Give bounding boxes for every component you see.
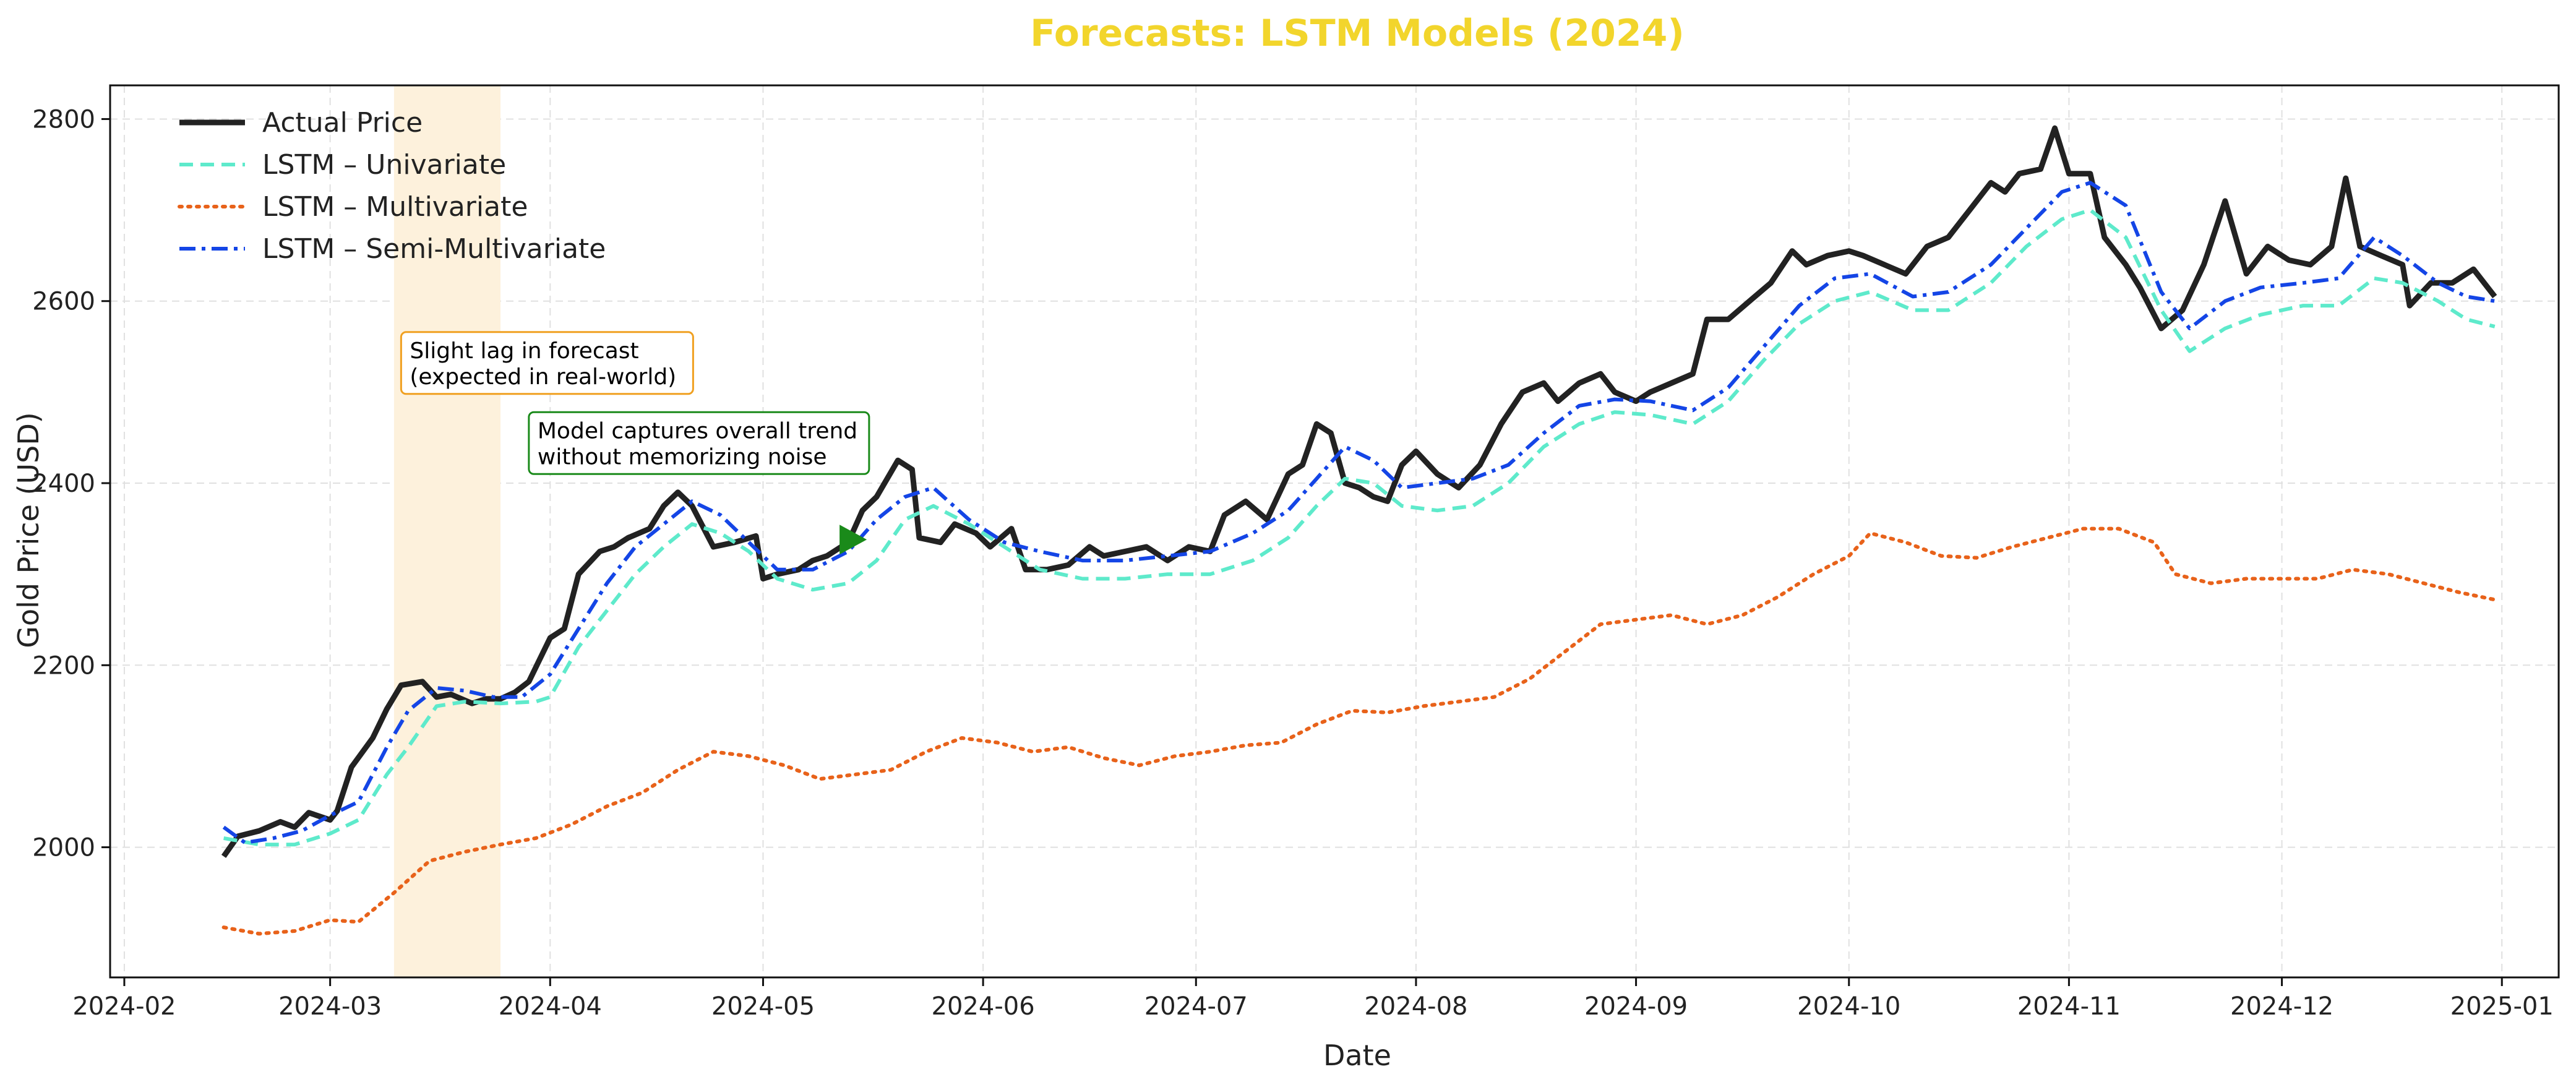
series-line-3	[222, 181, 2496, 845]
axes: 2000 2200 2400 2600 2800 2024-02 2024-03 2024-0…	[32, 105, 2554, 1021]
x-tick-label: 2024-02	[72, 992, 176, 1021]
legend-label: Actual Price	[262, 107, 423, 139]
annotation-text: Model captures overall trend	[538, 418, 857, 444]
x-tick-label: 2024-03	[278, 992, 382, 1021]
y-tick-label: 2000	[32, 834, 95, 862]
x-tick-label: 2024-07	[1144, 992, 1248, 1021]
x-tick-label: 2024-04	[499, 992, 602, 1021]
x-tick-label: 2024-06	[932, 992, 1035, 1021]
plot-frame	[109, 84, 2560, 979]
legend-label: LSTM – Multivariate	[262, 191, 528, 223]
legend-label: LSTM – Semi-Multivariate	[262, 233, 606, 265]
shaded-region-layer	[393, 85, 500, 977]
y-axis-label: Gold Price (USD)	[12, 412, 45, 648]
annotation-box	[400, 331, 694, 395]
annotation-text: Slight lag in forecast	[410, 338, 638, 364]
y-tick-label: 2800	[32, 105, 95, 134]
legend-label: LSTM – Univariate	[262, 149, 506, 181]
annotations: Slight lag in forecast(expected in real-…	[400, 331, 870, 475]
highlight-marker	[839, 525, 867, 555]
plot-area: 2000 2200 2400 2600 2800 2024-02 2024-03 2024-0…	[32, 84, 2560, 1021]
annotation-text: (expected in real-world)	[410, 364, 676, 390]
y-tick-label: 2400	[32, 470, 95, 498]
x-tick-label: 2024-08	[1364, 992, 1467, 1021]
legend: Actual Price LSTM – Univariate LSTM – Mult…	[178, 107, 606, 265]
series-line-2	[221, 526, 2497, 936]
y-tick-label: 2200	[32, 651, 95, 680]
y-tick-label: 2600	[32, 288, 95, 316]
x-tick-label: 2024-11	[2017, 992, 2121, 1021]
series-layer	[221, 125, 2497, 936]
series-line-0	[221, 125, 2497, 858]
shaded-region	[393, 85, 500, 977]
x-tick-label: 2025-01	[2450, 992, 2554, 1021]
x-tick-label: 2024-09	[1584, 992, 1688, 1021]
x-tick-label: 2024-12	[2230, 992, 2333, 1021]
chart-title: Forecasts: LSTM Models (2024)	[1030, 12, 1685, 55]
marker-layer	[839, 525, 867, 555]
x-axis-label: Date	[1323, 1039, 1391, 1072]
x-tick-label: 2024-10	[1797, 992, 1900, 1021]
series-line-1	[223, 208, 2496, 847]
x-tick-label: 2024-05	[711, 992, 815, 1021]
annotation-box	[528, 411, 870, 475]
annotation-text: without memorizing noise	[538, 444, 827, 470]
